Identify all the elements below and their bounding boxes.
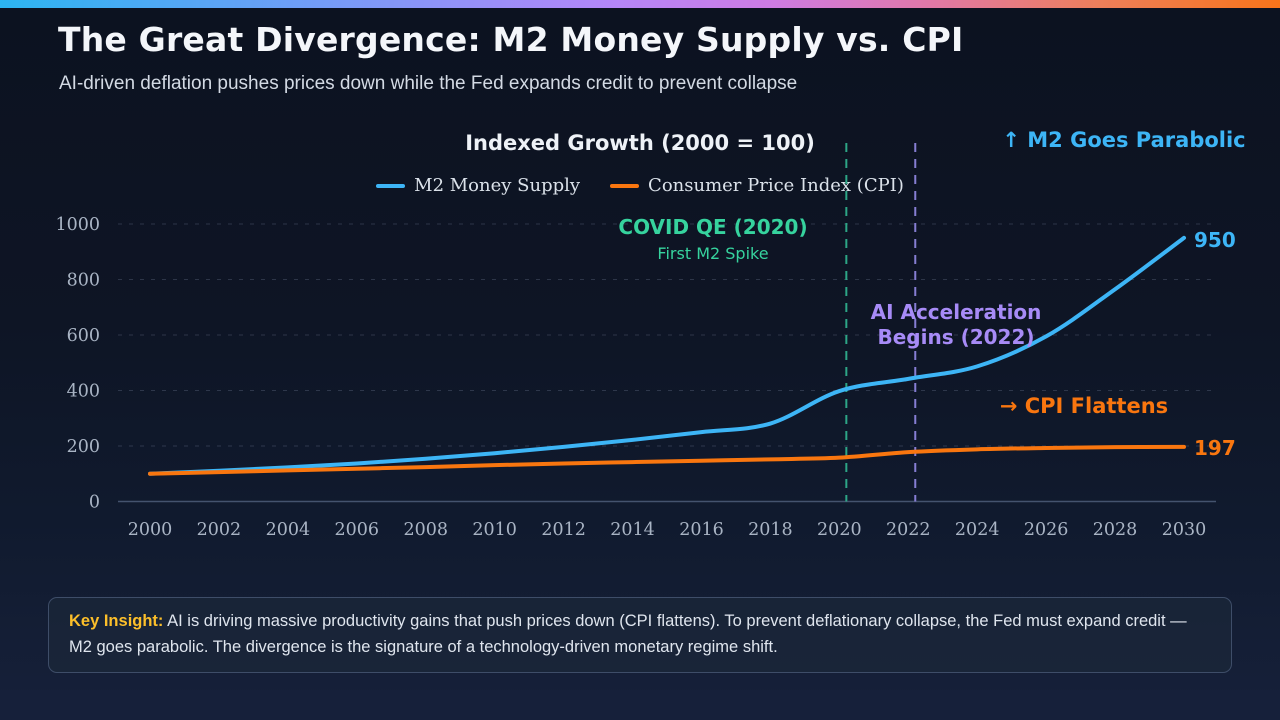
chart-title: Indexed Growth (2000 = 100)	[465, 131, 815, 155]
annotation-m2-goes-parabolic: ↑ M2 Goes Parabolic	[1002, 128, 1246, 152]
x-tick-label: 2014	[610, 520, 655, 540]
legend-item-m2: M2 Money Supply	[376, 175, 580, 196]
x-tick-label: 2030	[1162, 520, 1207, 540]
legend-label-cpi: Consumer Price Index (CPI)	[648, 175, 904, 196]
series-line-m2-money-supply	[148, 235, 1186, 476]
key-insight-box: Key Insight: AI is driving massive produ…	[48, 597, 1232, 673]
legend: M2 Money Supply Consumer Price Index (CP…	[0, 175, 1280, 196]
x-tick-label: 2026	[1024, 520, 1069, 540]
y-tick-label: 200	[67, 437, 100, 457]
annotation-cpi-flattens: → CPI Flattens	[999, 394, 1169, 418]
cpi-end-value-label: 197	[1194, 436, 1236, 460]
annotation-ai-acceleration: AI Acceleration Begins (2022)	[871, 300, 1042, 350]
x-tick-label: 2028	[1093, 520, 1138, 540]
key-insight-text: AI is driving massive productivity gains…	[69, 612, 1187, 656]
annotation-ai-line1: AI Acceleration	[870, 300, 1042, 324]
annotation-covid-qe-subtitle: First M2 Spike	[657, 244, 769, 263]
x-tick-label: 2000	[128, 520, 173, 540]
x-tick-label: 2022	[886, 520, 931, 540]
annotation-covid-qe: COVID QE (2020) First M2 Spike	[618, 215, 807, 263]
x-tick-label: 2008	[403, 520, 448, 540]
x-tick-label: 2010	[472, 520, 517, 540]
y-tick-label: 1000	[55, 215, 100, 235]
y-tick-label: 0	[89, 493, 100, 513]
top-accent-bar	[0, 0, 1280, 8]
series-line-consumer-price-index-cpi-	[148, 444, 1186, 476]
x-tick-label: 2016	[679, 520, 724, 540]
bottom-strip	[0, 690, 1280, 720]
page-subtitle: AI-driven deflation pushes prices down w…	[59, 73, 798, 94]
annotation-ai-line2: Begins (2022)	[877, 325, 1035, 349]
y-tick-label: 800	[67, 271, 100, 291]
cpi-line-swatch-icon	[610, 183, 640, 188]
x-tick-label: 2004	[266, 520, 311, 540]
legend-label-m2: M2 Money Supply	[414, 175, 581, 196]
y-tick-label: 400	[67, 382, 100, 402]
page-title: The Great Divergence: M2 Money Supply vs…	[58, 20, 964, 59]
m2-line-swatch-icon	[376, 183, 406, 188]
x-tick-label: 2024	[955, 520, 1000, 540]
legend-item-cpi: Consumer Price Index (CPI)	[610, 175, 904, 196]
x-tick-label: 2002	[197, 520, 242, 540]
x-tick-label: 2012	[541, 520, 586, 540]
x-tick-label: 2020	[817, 520, 862, 540]
m2-end-value-label: 950	[1194, 228, 1236, 252]
y-tick-label: 600	[67, 326, 100, 346]
x-tick-label: 2018	[748, 520, 793, 540]
annotation-covid-qe-title: COVID QE (2020)	[618, 215, 808, 239]
x-tick-label: 2006	[335, 520, 380, 540]
key-insight-label: Key Insight:	[69, 612, 164, 630]
